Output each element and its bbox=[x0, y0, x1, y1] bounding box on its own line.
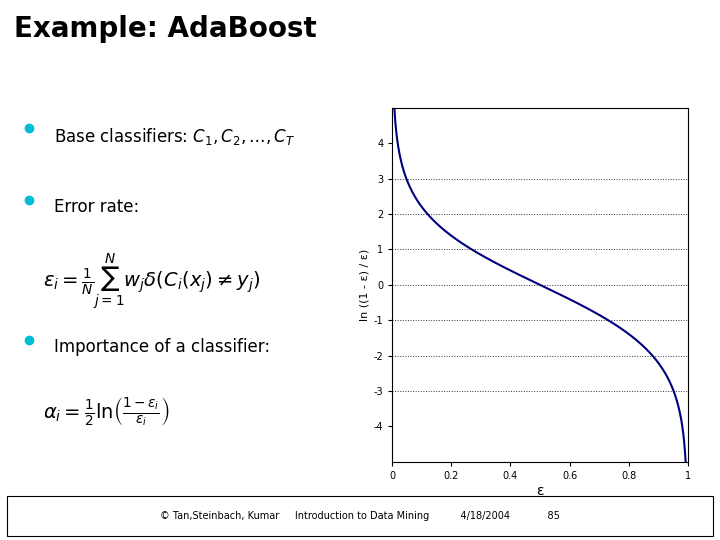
Text: Error rate:: Error rate: bbox=[54, 198, 139, 215]
Y-axis label: ln ((1 - ε) / ε): ln ((1 - ε) / ε) bbox=[359, 249, 369, 321]
Text: $\varepsilon_i = \frac{1}{N} \sum_{j=1}^{N} w_j \delta(C_i(x_j) \neq y_j)$: $\varepsilon_i = \frac{1}{N} \sum_{j=1}^… bbox=[43, 252, 261, 312]
Text: Example: AdaBoost: Example: AdaBoost bbox=[14, 15, 317, 43]
Bar bbox=[7, 496, 713, 536]
X-axis label: ε: ε bbox=[536, 483, 544, 497]
Text: $\alpha_i = \frac{1}{2} \ln\!\left(\frac{1 - \varepsilon_i}{\varepsilon_i}\right: $\alpha_i = \frac{1}{2} \ln\!\left(\frac… bbox=[43, 395, 170, 429]
Text: © Tan,Steinbach, Kumar     Introduction to Data Mining          4/18/2004       : © Tan,Steinbach, Kumar Introduction to D… bbox=[160, 511, 560, 521]
Text: Importance of a classifier:: Importance of a classifier: bbox=[54, 338, 270, 355]
Text: Base classifiers: $C_1, C_2, \ldots, C_T$: Base classifiers: $C_1, C_2, \ldots, C_T… bbox=[54, 126, 295, 147]
